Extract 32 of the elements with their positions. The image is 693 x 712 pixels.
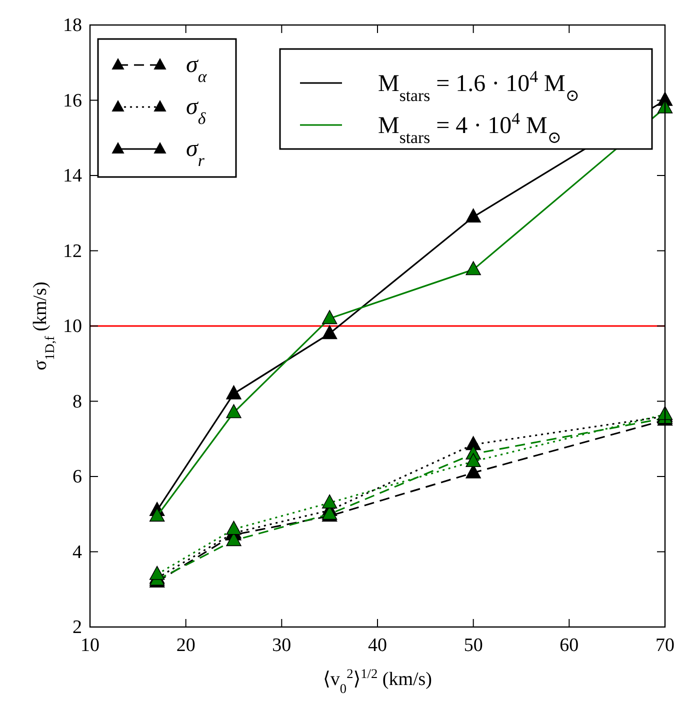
point xyxy=(226,385,242,400)
annotation: M$_{stars}$ = 4 · 10$^{4}$ M$_{⊙}$ xyxy=(378,108,562,146)
point xyxy=(149,566,165,580)
point xyxy=(322,310,338,324)
x-tick-label: 40 xyxy=(368,635,387,656)
annotation: σ$_{α}$ xyxy=(186,52,208,86)
point xyxy=(466,453,481,468)
y-tick-label: 8 xyxy=(72,391,82,412)
y-tick-label: 10 xyxy=(63,316,82,337)
x-tick-label: 50 xyxy=(464,635,483,656)
y-tick-label: 16 xyxy=(63,90,82,112)
x-tick-label: 20 xyxy=(176,635,196,656)
annotation: σ$_{δ}$ xyxy=(186,94,207,128)
y-tick-label: 12 xyxy=(63,240,82,262)
point xyxy=(466,208,481,222)
y-tick-label: 14 xyxy=(63,166,82,186)
y-tick-label: 4 xyxy=(72,542,82,563)
point xyxy=(226,520,242,535)
x-axis-title: ⟨v$_{0}$$^{2}$⟩$^{1/2}$ (km/s) xyxy=(322,666,432,696)
annotation: σ$_{r}$ xyxy=(186,136,205,170)
x-tick-label: 60 xyxy=(560,635,579,656)
y-tick-label: 18 xyxy=(63,15,82,36)
point xyxy=(149,508,165,522)
y-tick-label: 2 xyxy=(72,617,82,638)
point xyxy=(226,404,242,418)
point xyxy=(322,494,338,508)
x-tick-label: 30 xyxy=(272,635,292,656)
point xyxy=(466,261,481,276)
x-tick-label: 70 xyxy=(656,635,674,656)
annotation: M$_{stars}$ = 1.6 · 10$^{4}$ M$_{⊙}$ xyxy=(378,66,580,104)
y-tick-label: 6 xyxy=(72,466,82,488)
point xyxy=(322,325,338,340)
